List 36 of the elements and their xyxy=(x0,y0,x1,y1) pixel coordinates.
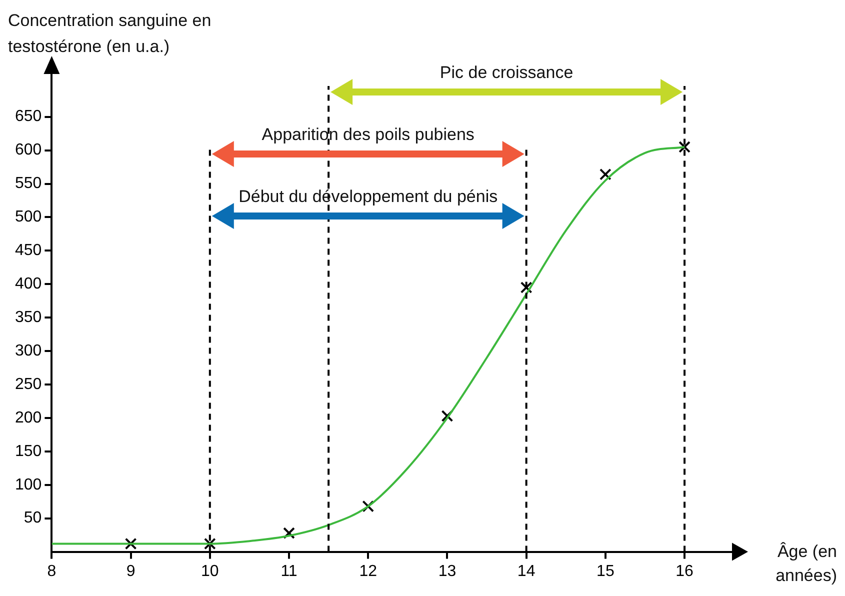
y-tick-label: 50 xyxy=(24,510,42,527)
y-tick-label: 600 xyxy=(14,142,42,159)
y-tick-label: 650 xyxy=(14,108,42,126)
annotation: Début du développement du pénis xyxy=(238,187,498,206)
annotation: Apparition des poils pubiens xyxy=(262,125,474,144)
y-tick-label: 400 xyxy=(14,276,42,293)
point xyxy=(520,282,532,294)
y-tick-label: 550 xyxy=(14,175,42,192)
x-tick-label: 13 xyxy=(438,562,456,580)
y-tick-label: 150 xyxy=(14,442,42,460)
x-tick-label: 8 xyxy=(47,562,56,580)
x-tick-label: 11 xyxy=(280,562,298,580)
point xyxy=(678,141,690,153)
annotation: Pic de croissance xyxy=(440,63,574,82)
y-tick-label: 200 xyxy=(14,409,42,426)
x-tick-label: 12 xyxy=(359,562,378,580)
point xyxy=(283,527,295,540)
point xyxy=(204,538,216,550)
y-tick-label: 100 xyxy=(14,476,42,494)
y-tick-label: 450 xyxy=(14,242,42,260)
point xyxy=(124,538,137,550)
x-tick-label: 14 xyxy=(517,562,536,580)
x-tick-label: 9 xyxy=(126,562,136,580)
x-tick-label: 15 xyxy=(596,562,614,580)
y-tick-label: 350 xyxy=(14,309,42,326)
y-tick-label: 500 xyxy=(14,208,42,226)
y-tick-label: 300 xyxy=(14,342,42,360)
y-tick-label: 250 xyxy=(14,376,42,393)
x-tick-label: 16 xyxy=(676,562,694,580)
point xyxy=(441,410,454,422)
x-axis-title: Âge (en années) xyxy=(774,541,837,587)
line-series xyxy=(52,146,686,545)
point xyxy=(599,168,612,180)
x-tick-label: 10 xyxy=(201,562,219,580)
point xyxy=(362,500,374,512)
y-axis-title: Concentration sanguine en testostérone (en u.a.) xyxy=(8,10,212,58)
